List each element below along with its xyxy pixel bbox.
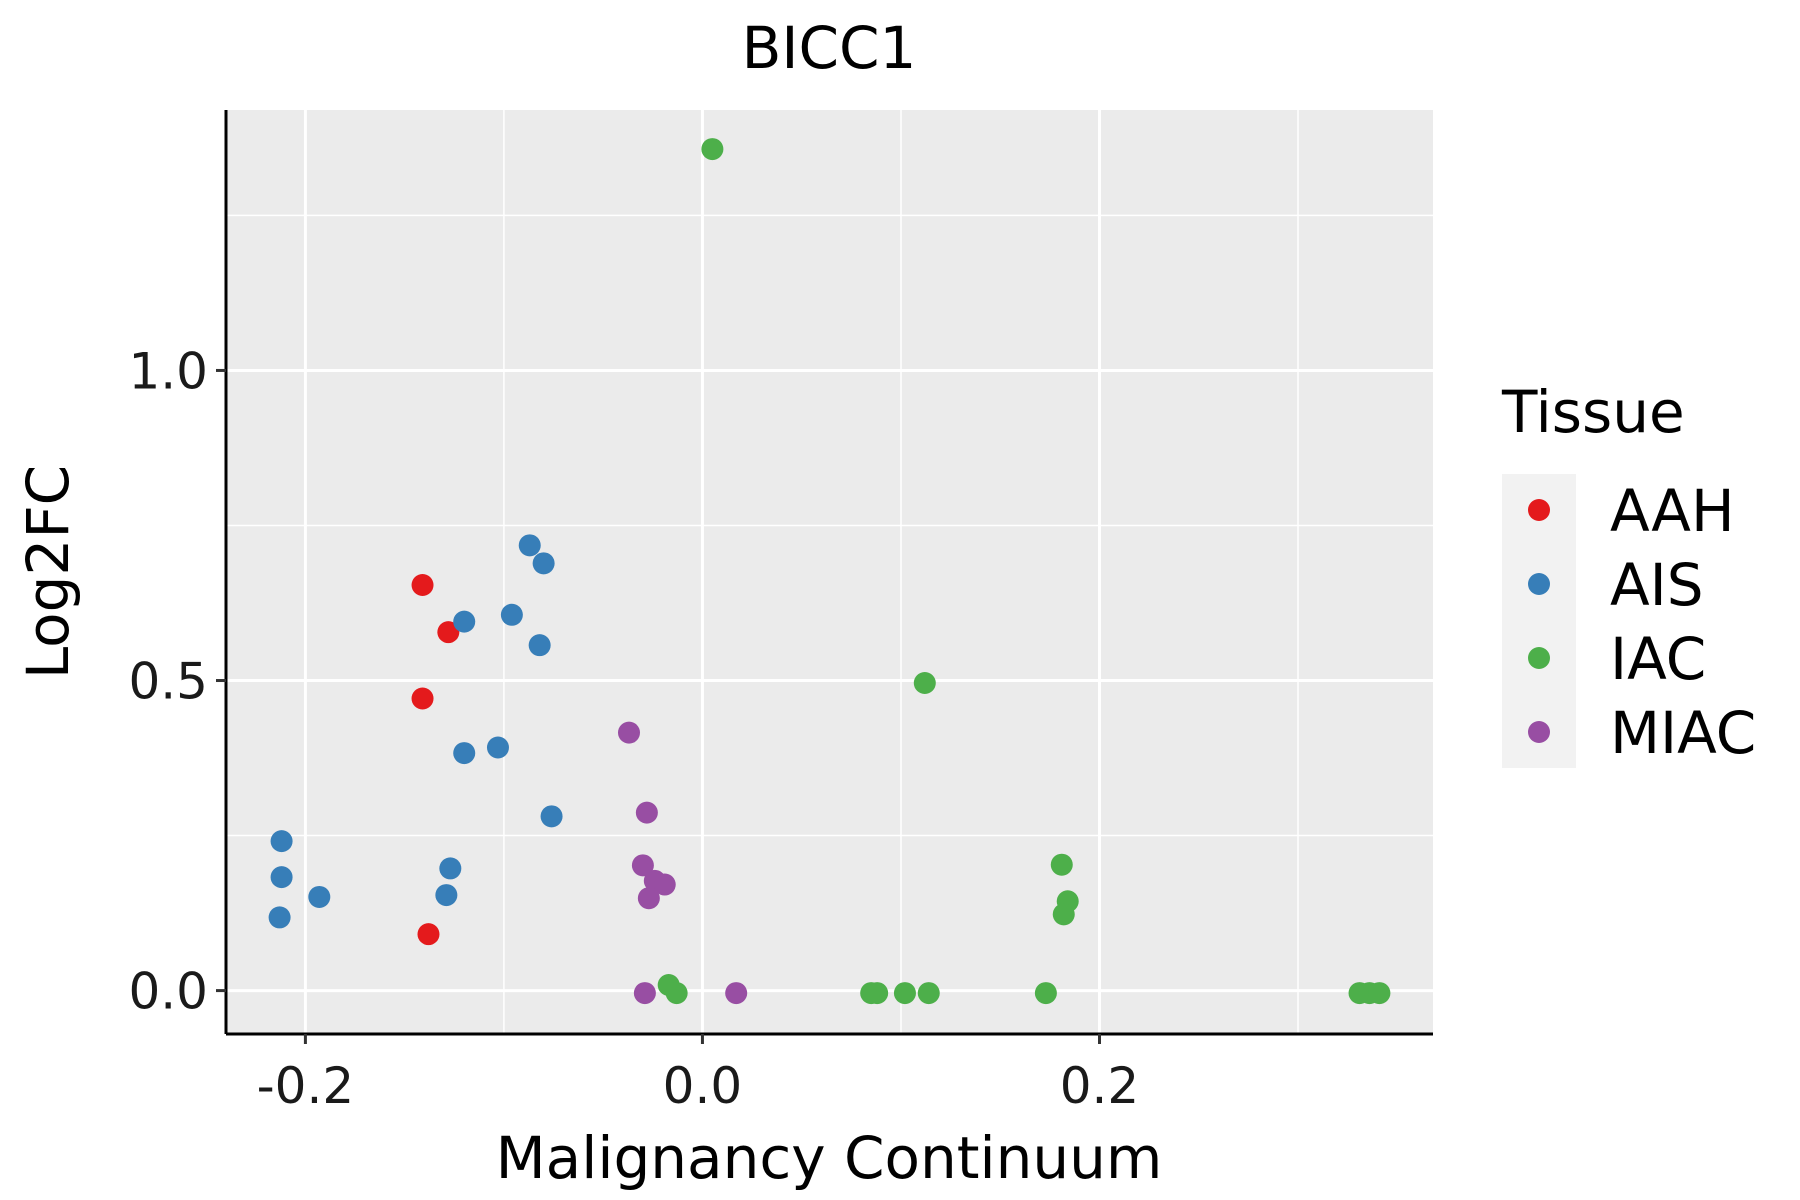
- legend-key-miac: [1528, 721, 1550, 743]
- y-axis-title: Log2FC: [14, 465, 82, 679]
- data-point-ais: [532, 552, 555, 575]
- data-point-ais: [268, 906, 291, 929]
- data-point-miac: [635, 801, 658, 824]
- x-tick-label: 0.0: [663, 1057, 743, 1115]
- data-point-aah: [417, 923, 440, 946]
- data-point-miac: [617, 721, 640, 744]
- data-point-ais: [439, 857, 462, 880]
- data-point-ais: [453, 742, 476, 765]
- chart-title: BICC1: [742, 14, 917, 82]
- data-point-ais: [270, 866, 293, 889]
- data-point-aah: [411, 574, 434, 597]
- legend-key-background: [1502, 474, 1576, 768]
- data-point-miac: [637, 887, 660, 910]
- y-tick-label: 0.0: [128, 963, 208, 1021]
- x-tick-label: -0.2: [257, 1057, 355, 1115]
- legend-key-ais: [1528, 573, 1550, 595]
- y-tick-label: 1.0: [128, 342, 208, 400]
- legend-label-ais: AIS: [1610, 551, 1704, 619]
- data-point-iac: [1052, 903, 1075, 926]
- grid-lines: [226, 110, 1433, 1034]
- data-point-miac: [725, 982, 748, 1005]
- axis-ticks: -0.2 0.0 0.2 0.0 0.5 1.0: [128, 342, 1139, 1115]
- data-point-ais: [518, 534, 541, 557]
- data-point-ais: [486, 736, 509, 759]
- y-tick-label: 0.5: [128, 653, 208, 711]
- x-axis-title: Malignancy Continuum: [496, 1124, 1163, 1192]
- data-points: [268, 138, 1391, 1005]
- data-point-iac: [701, 138, 724, 161]
- data-point-iac: [1050, 853, 1073, 876]
- data-point-iac: [1034, 982, 1057, 1005]
- x-tick-label: 0.2: [1060, 1057, 1140, 1115]
- legend-label-miac: MIAC: [1610, 699, 1756, 767]
- data-point-aah: [437, 621, 460, 644]
- data-point-ais: [270, 830, 293, 853]
- data-point-miac: [653, 873, 676, 896]
- legend-key-aah: [1528, 499, 1550, 521]
- data-point-ais: [528, 634, 551, 657]
- data-point-iac: [1368, 982, 1391, 1005]
- legend-label-aah: AAH: [1610, 477, 1735, 545]
- data-point-iac: [893, 982, 916, 1005]
- data-point-ais: [435, 884, 458, 907]
- data-point-aah: [411, 687, 434, 710]
- legend-title: Tissue: [1501, 378, 1685, 446]
- data-point-ais: [308, 885, 331, 908]
- data-point-ais: [500, 603, 523, 626]
- data-point-ais: [453, 610, 476, 633]
- legend-key-iac: [1528, 647, 1550, 669]
- data-point-iac: [866, 982, 889, 1005]
- data-point-miac: [633, 982, 656, 1005]
- data-point-iac: [665, 982, 688, 1005]
- data-point-miac: [631, 854, 654, 877]
- data-point-ais: [540, 805, 563, 828]
- data-point-iac: [917, 982, 940, 1005]
- plot-panel: [226, 110, 1433, 1034]
- legend-label-iac: IAC: [1610, 625, 1706, 693]
- data-point-iac: [913, 672, 936, 695]
